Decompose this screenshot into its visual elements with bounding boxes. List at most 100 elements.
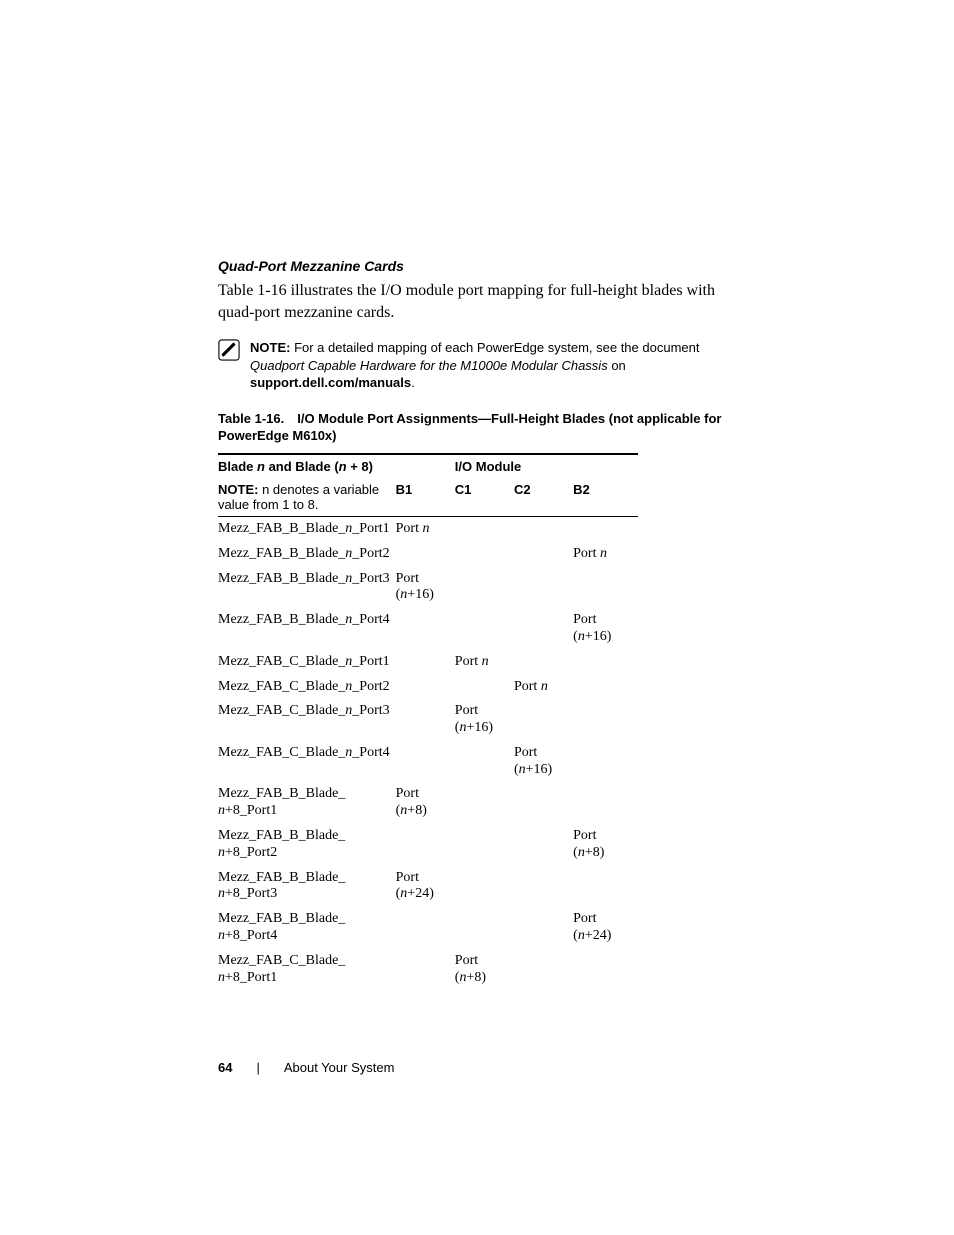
cell xyxy=(514,608,573,650)
intro-paragraph: Table 1-16 illustrates the I/O module po… xyxy=(218,280,736,323)
table-row: Mezz_FAB_B_Blade_n+8_Port4 Port(n+24) xyxy=(218,907,638,949)
cell xyxy=(396,824,455,866)
table-row: Mezz_FAB_B_Blade_n_Port3Port(n+16) xyxy=(218,567,638,609)
cell xyxy=(396,542,455,567)
table-header-row-1: Blade n and Blade (n + 8) I/O Module xyxy=(218,454,638,478)
row-label: Mezz_FAB_B_Blade_n+8_Port1 xyxy=(218,782,396,824)
cell xyxy=(514,542,573,567)
note-block: NOTE: For a detailed mapping of each Pow… xyxy=(218,339,736,392)
footer-separator: | xyxy=(256,1060,259,1075)
col-head-c1: C1 xyxy=(455,478,514,517)
col-head-c2: C2 xyxy=(514,478,573,517)
head-left-n2: n xyxy=(339,459,347,474)
subnote-cell: NOTE: n denotes a variable value from 1 … xyxy=(218,478,396,517)
page-number: 64 xyxy=(218,1060,232,1075)
cell: Port n xyxy=(573,542,638,567)
spacer-b2 xyxy=(573,454,638,478)
row-label: Mezz_FAB_B_Blade_n_Port1 xyxy=(218,516,396,541)
cell xyxy=(514,824,573,866)
cell xyxy=(396,949,455,991)
cell xyxy=(455,567,514,609)
cell: Port(n+8) xyxy=(573,824,638,866)
note-period: . xyxy=(411,375,415,390)
cell xyxy=(455,516,514,541)
port-assignment-table: Blade n and Blade (n + 8) I/O Module NOT… xyxy=(218,453,638,991)
cell: Port(n+8) xyxy=(455,949,514,991)
head-left-post: + 8) xyxy=(347,459,373,474)
cell: Port n xyxy=(514,675,573,700)
cell xyxy=(455,608,514,650)
cell xyxy=(514,650,573,675)
cell xyxy=(573,699,638,741)
cell xyxy=(573,949,638,991)
cell: Port(n+24) xyxy=(396,866,455,908)
row-label: Mezz_FAB_C_Blade_n+8_Port1 xyxy=(218,949,396,991)
page-footer: 64 | About Your System xyxy=(218,1060,394,1075)
table-row: Mezz_FAB_C_Blade_n_Port2 Port n xyxy=(218,675,638,700)
cell: Port(n+16) xyxy=(396,567,455,609)
note-label: NOTE: xyxy=(250,340,290,355)
head-left-mid: and Blade ( xyxy=(265,459,339,474)
note-posttext: on xyxy=(608,358,626,373)
note-text: NOTE: For a detailed mapping of each Pow… xyxy=(250,339,736,392)
cell xyxy=(396,675,455,700)
note-doc-title: Quadport Capable Hardware for the M1000e… xyxy=(250,358,608,373)
cell: Port n xyxy=(455,650,514,675)
cell xyxy=(573,741,638,783)
col-head-b1: B1 xyxy=(396,478,455,517)
head-left-pre: Blade xyxy=(218,459,257,474)
cell xyxy=(514,567,573,609)
cell: Port(n+16) xyxy=(514,741,573,783)
table-row: Mezz_FAB_B_Blade_n+8_Port2 Port(n+8) xyxy=(218,824,638,866)
table-caption: Table 1-16. I/O Module Port Assignments—… xyxy=(218,410,736,445)
table-row: Mezz_FAB_B_Blade_n_Port1Port n xyxy=(218,516,638,541)
note-icon xyxy=(218,339,240,361)
row-label: Mezz_FAB_C_Blade_n_Port3 xyxy=(218,699,396,741)
cell: Port(n+16) xyxy=(573,608,638,650)
cell xyxy=(455,907,514,949)
table-header-row-2: NOTE: n denotes a variable value from 1 … xyxy=(218,478,638,517)
col-head-blade: Blade n and Blade (n + 8) xyxy=(218,454,396,478)
cell xyxy=(573,650,638,675)
cell xyxy=(396,907,455,949)
cell xyxy=(514,866,573,908)
table-row: Mezz_FAB_B_Blade_n_Port4Port(n+16) xyxy=(218,608,638,650)
section-heading: Quad-Port Mezzanine Cards xyxy=(218,258,736,274)
cell: Port(n+8) xyxy=(396,782,455,824)
head-left-n1: n xyxy=(257,459,265,474)
row-label: Mezz_FAB_B_Blade_n+8_Port2 xyxy=(218,824,396,866)
col-head-b2: B2 xyxy=(573,478,638,517)
cell: Port(n+24) xyxy=(573,907,638,949)
table-row: Mezz_FAB_B_Blade_n+8_Port3Port(n+24) xyxy=(218,866,638,908)
note-url: support.dell.com/manuals xyxy=(250,375,411,390)
cell xyxy=(396,650,455,675)
table-row: Mezz_FAB_B_Blade_n+8_Port1Port(n+8) xyxy=(218,782,638,824)
table-row: Mezz_FAB_C_Blade_n+8_Port1 Port(n+8) xyxy=(218,949,638,991)
cell xyxy=(514,949,573,991)
row-label: Mezz_FAB_C_Blade_n_Port4 xyxy=(218,741,396,783)
col-head-io-module: I/O Module xyxy=(455,454,573,478)
row-label: Mezz_FAB_B_Blade_n+8_Port4 xyxy=(218,907,396,949)
cell: Port(n+16) xyxy=(455,699,514,741)
page-container: Quad-Port Mezzanine Cards Table 1-16 ill… xyxy=(0,0,954,1235)
row-label: Mezz_FAB_B_Blade_n_Port2 xyxy=(218,542,396,567)
table-row: Mezz_FAB_C_Blade_n_Port1 Port n xyxy=(218,650,638,675)
note-pretext: For a detailed mapping of each PowerEdge… xyxy=(290,340,699,355)
cell xyxy=(514,782,573,824)
cell: Port n xyxy=(396,516,455,541)
cell xyxy=(455,741,514,783)
row-label: Mezz_FAB_B_Blade_n+8_Port3 xyxy=(218,866,396,908)
row-label: Mezz_FAB_C_Blade_n_Port2 xyxy=(218,675,396,700)
cell xyxy=(455,824,514,866)
spacer-b1 xyxy=(396,454,455,478)
row-label: Mezz_FAB_C_Blade_n_Port1 xyxy=(218,650,396,675)
cell xyxy=(573,567,638,609)
cell xyxy=(573,782,638,824)
cell xyxy=(455,866,514,908)
table-row: Mezz_FAB_C_Blade_n_Port4 Port(n+16) xyxy=(218,741,638,783)
cell xyxy=(573,516,638,541)
table-row: Mezz_FAB_B_Blade_n_Port2 Port n xyxy=(218,542,638,567)
table-row: Mezz_FAB_C_Blade_n_Port3 Port(n+16) xyxy=(218,699,638,741)
cell xyxy=(573,866,638,908)
cell xyxy=(396,608,455,650)
